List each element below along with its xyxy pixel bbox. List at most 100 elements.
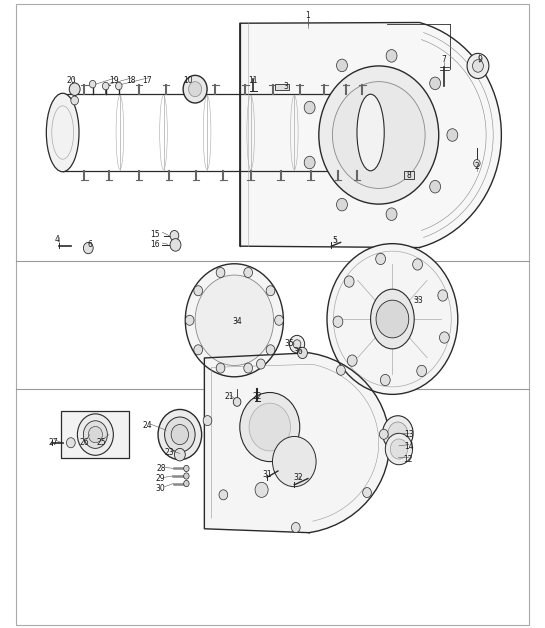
Text: 25: 25 bbox=[96, 438, 106, 447]
Circle shape bbox=[376, 253, 385, 264]
Circle shape bbox=[249, 403, 290, 451]
Circle shape bbox=[116, 82, 122, 90]
Circle shape bbox=[379, 430, 388, 440]
Text: 3: 3 bbox=[284, 82, 288, 91]
Text: 18: 18 bbox=[126, 76, 136, 85]
Text: 21: 21 bbox=[224, 392, 234, 401]
Circle shape bbox=[69, 83, 80, 95]
Text: 24: 24 bbox=[142, 421, 152, 430]
Circle shape bbox=[195, 275, 274, 365]
Text: 7: 7 bbox=[442, 55, 446, 64]
Circle shape bbox=[194, 345, 203, 355]
Circle shape bbox=[89, 80, 96, 88]
Circle shape bbox=[474, 160, 480, 167]
Circle shape bbox=[275, 315, 283, 325]
Circle shape bbox=[362, 487, 371, 497]
Circle shape bbox=[383, 416, 413, 451]
Circle shape bbox=[298, 347, 307, 359]
Circle shape bbox=[304, 156, 315, 169]
Circle shape bbox=[194, 286, 203, 296]
Circle shape bbox=[467, 53, 489, 78]
Circle shape bbox=[376, 300, 409, 338]
Bar bbox=[404, 171, 414, 179]
Circle shape bbox=[473, 60, 483, 72]
Ellipse shape bbox=[46, 93, 79, 172]
Text: 30: 30 bbox=[156, 484, 166, 493]
Circle shape bbox=[438, 290, 447, 301]
Circle shape bbox=[429, 180, 440, 193]
Circle shape bbox=[447, 129, 458, 141]
Circle shape bbox=[347, 355, 357, 366]
Circle shape bbox=[417, 365, 427, 377]
Circle shape bbox=[386, 50, 397, 62]
Text: 1: 1 bbox=[306, 11, 310, 20]
Polygon shape bbox=[240, 23, 501, 247]
Circle shape bbox=[257, 359, 265, 369]
Text: 34: 34 bbox=[232, 317, 242, 326]
Circle shape bbox=[289, 335, 305, 353]
Bar bbox=[61, 411, 129, 458]
Text: 32: 32 bbox=[294, 473, 304, 482]
Circle shape bbox=[102, 82, 109, 90]
Ellipse shape bbox=[371, 289, 414, 349]
Circle shape bbox=[266, 286, 275, 296]
Ellipse shape bbox=[332, 82, 425, 188]
Text: 14: 14 bbox=[404, 442, 414, 451]
Circle shape bbox=[292, 522, 300, 533]
Circle shape bbox=[388, 422, 408, 445]
Circle shape bbox=[333, 316, 343, 327]
Text: 28: 28 bbox=[156, 464, 166, 473]
Text: 33: 33 bbox=[414, 296, 423, 305]
Circle shape bbox=[71, 96, 78, 105]
Circle shape bbox=[184, 480, 189, 487]
Circle shape bbox=[413, 259, 422, 270]
Circle shape bbox=[439, 332, 449, 343]
Text: 9: 9 bbox=[477, 55, 482, 64]
Text: 15: 15 bbox=[150, 230, 160, 239]
Text: 4: 4 bbox=[55, 236, 59, 244]
Circle shape bbox=[380, 374, 390, 386]
Text: 29: 29 bbox=[156, 474, 166, 483]
Circle shape bbox=[272, 436, 316, 487]
Ellipse shape bbox=[357, 94, 384, 171]
Circle shape bbox=[185, 315, 194, 325]
Circle shape bbox=[293, 340, 301, 349]
Circle shape bbox=[183, 75, 207, 103]
Text: 22: 22 bbox=[252, 392, 262, 401]
Text: 19: 19 bbox=[110, 76, 119, 85]
Circle shape bbox=[336, 198, 348, 211]
Circle shape bbox=[219, 490, 228, 500]
Circle shape bbox=[83, 242, 93, 254]
Circle shape bbox=[158, 409, 202, 460]
Text: 31: 31 bbox=[262, 470, 272, 479]
Circle shape bbox=[66, 438, 75, 448]
Circle shape bbox=[77, 414, 113, 455]
Circle shape bbox=[174, 448, 185, 461]
Circle shape bbox=[203, 416, 212, 426]
Circle shape bbox=[184, 473, 189, 479]
Circle shape bbox=[185, 264, 283, 377]
Text: 35: 35 bbox=[284, 339, 294, 348]
Text: 20: 20 bbox=[66, 76, 76, 85]
Bar bbox=[275, 84, 289, 90]
Text: 6: 6 bbox=[88, 241, 92, 249]
Circle shape bbox=[390, 439, 408, 459]
Circle shape bbox=[171, 425, 189, 445]
Circle shape bbox=[255, 482, 268, 497]
Text: 2: 2 bbox=[475, 162, 479, 171]
Text: 17: 17 bbox=[142, 76, 152, 85]
Circle shape bbox=[304, 101, 315, 114]
Circle shape bbox=[429, 77, 440, 90]
Text: 11: 11 bbox=[249, 76, 258, 85]
Circle shape bbox=[184, 465, 189, 472]
Circle shape bbox=[266, 345, 275, 355]
Circle shape bbox=[233, 398, 241, 406]
Polygon shape bbox=[204, 353, 390, 533]
Circle shape bbox=[170, 230, 179, 241]
Circle shape bbox=[244, 268, 252, 278]
Circle shape bbox=[216, 363, 225, 373]
Circle shape bbox=[386, 208, 397, 220]
Circle shape bbox=[244, 363, 252, 373]
Circle shape bbox=[88, 426, 102, 443]
Circle shape bbox=[170, 239, 181, 251]
